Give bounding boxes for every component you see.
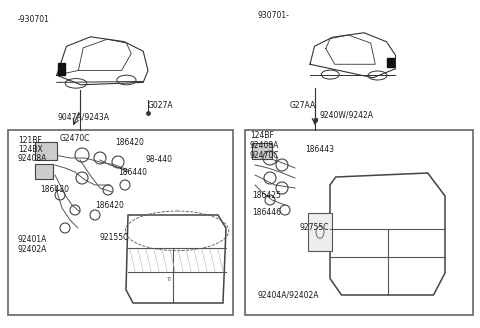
Bar xyxy=(8,130,233,315)
Text: 186446: 186446 xyxy=(252,208,281,217)
Text: 92404A/92402A: 92404A/92402A xyxy=(258,290,320,299)
Text: 930701-: 930701- xyxy=(257,11,289,20)
Text: 121BF: 121BF xyxy=(18,136,42,145)
Text: 124BF: 124BF xyxy=(250,131,274,140)
Bar xyxy=(58,63,65,75)
Text: 186430: 186430 xyxy=(40,185,69,194)
Text: 92155C: 92155C xyxy=(100,233,130,242)
Text: G2470C: G2470C xyxy=(60,134,91,143)
Bar xyxy=(387,57,394,67)
Text: 9047A/9243A: 9047A/9243A xyxy=(58,113,110,122)
Text: 92470C: 92470C xyxy=(250,151,279,160)
Text: G27AA: G27AA xyxy=(290,101,316,110)
Text: TI: TI xyxy=(166,277,171,282)
Text: 98-440: 98-440 xyxy=(145,155,172,164)
Text: 92408A: 92408A xyxy=(250,141,279,150)
Text: -930701: -930701 xyxy=(18,15,50,24)
Text: G027A: G027A xyxy=(148,101,174,110)
Text: 92401A: 92401A xyxy=(18,235,48,244)
Text: 92755C: 92755C xyxy=(300,223,329,232)
Text: 9240W/9242A: 9240W/9242A xyxy=(320,111,374,120)
Text: 186420: 186420 xyxy=(95,201,124,210)
Bar xyxy=(35,142,57,160)
Text: 186425: 186425 xyxy=(252,191,281,200)
Text: 186440: 186440 xyxy=(118,168,147,177)
Bar xyxy=(308,213,332,251)
Bar xyxy=(35,164,53,179)
Text: 186420: 186420 xyxy=(115,138,144,147)
Text: 186443: 186443 xyxy=(305,145,334,154)
Text: 92408A: 92408A xyxy=(18,154,48,163)
Text: 92402A: 92402A xyxy=(18,245,48,254)
Text: 124BX: 124BX xyxy=(18,145,43,154)
Bar xyxy=(245,130,473,315)
Bar xyxy=(252,143,272,159)
